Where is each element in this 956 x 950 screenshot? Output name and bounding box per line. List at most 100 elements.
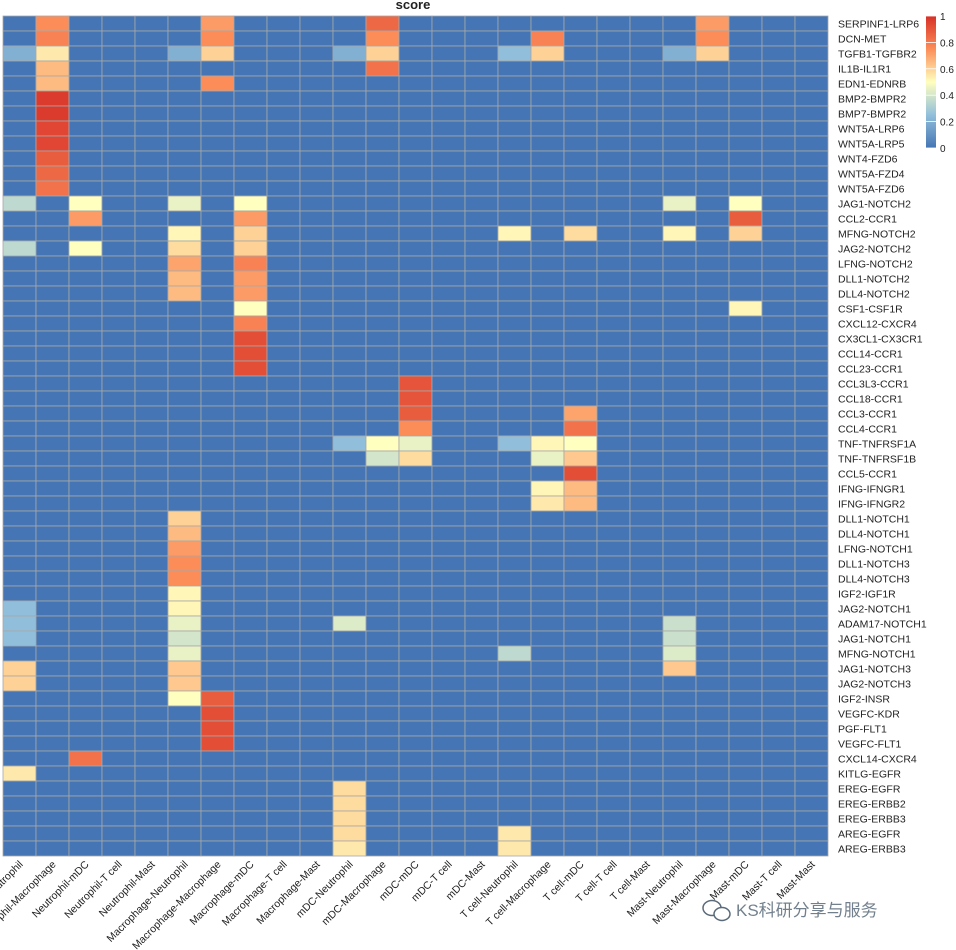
heatmap-cell [695, 450, 730, 467]
heatmap-cell [596, 810, 631, 827]
heatmap-cell [332, 90, 367, 107]
heatmap-cell [68, 360, 103, 377]
heatmap-cell [134, 375, 169, 392]
heatmap-cell [299, 450, 334, 467]
heatmap-cell [695, 330, 730, 347]
heatmap-cell [167, 15, 202, 32]
heatmap-cell [431, 510, 466, 527]
heatmap-cell [629, 165, 664, 182]
heatmap-cell [266, 375, 301, 392]
row-label: EDN1-EDNRB [838, 79, 906, 91]
row-label: EREG-ERBB2 [838, 799, 906, 811]
heatmap-cell [266, 450, 301, 467]
heatmap-cell [2, 210, 37, 227]
heatmap-cell [662, 450, 697, 467]
heatmap-cell [629, 615, 664, 632]
heatmap-cell [68, 300, 103, 317]
heatmap-cell [35, 600, 70, 617]
heatmap-cell [200, 645, 235, 662]
heatmap-cell [497, 780, 532, 797]
row-label: IL1B-IL1R1 [838, 64, 891, 76]
heatmap-cell [35, 765, 70, 782]
heatmap-cell [332, 555, 367, 572]
heatmap-cell [464, 150, 499, 167]
heatmap-cell [563, 105, 598, 122]
heatmap-cell [35, 825, 70, 842]
heatmap-cell [530, 120, 565, 137]
heatmap-cell [233, 270, 268, 287]
heatmap-cell [2, 825, 37, 842]
heatmap-cell [596, 375, 631, 392]
heatmap-cell [101, 735, 136, 752]
heatmap-cell [332, 30, 367, 47]
heatmap-cell [431, 195, 466, 212]
heatmap-cell [695, 555, 730, 572]
heatmap-cell [365, 375, 400, 392]
heatmap-cell [365, 675, 400, 692]
heatmap-cell [761, 555, 796, 572]
heatmap-cell [662, 480, 697, 497]
heatmap-cell [68, 810, 103, 827]
heatmap-cell [695, 225, 730, 242]
heatmap-cell [596, 105, 631, 122]
heatmap-cell [728, 480, 763, 497]
heatmap-cell [332, 480, 367, 497]
row-label: CCL14-CCR1 [838, 349, 903, 361]
heatmap-cell [464, 600, 499, 617]
heatmap-cell [68, 390, 103, 407]
heatmap-cell [332, 390, 367, 407]
heatmap-cell [728, 240, 763, 257]
heatmap-cell [728, 90, 763, 107]
heatmap-cell [266, 750, 301, 767]
heatmap-cell [2, 690, 37, 707]
heatmap-cell [629, 390, 664, 407]
heatmap-cell [398, 705, 433, 722]
heatmap-cell [398, 180, 433, 197]
heatmap-cell [695, 270, 730, 287]
heatmap-cell [662, 255, 697, 272]
heatmap-cell [497, 525, 532, 542]
heatmap-cell [365, 315, 400, 332]
heatmap-cell [794, 630, 829, 647]
column-label: Neutrophil-mDC [30, 858, 92, 920]
heatmap-cell [200, 45, 235, 62]
heatmap-cell [695, 630, 730, 647]
heatmap-cell [794, 210, 829, 227]
heatmap-cell [68, 705, 103, 722]
row-label: JAG1-NOTCH2 [838, 199, 911, 211]
heatmap-cell [563, 450, 598, 467]
heatmap-cell [431, 330, 466, 347]
heatmap-cell [761, 165, 796, 182]
heatmap-cell [233, 795, 268, 812]
heatmap-cell [497, 135, 532, 152]
heatmap-cell [761, 630, 796, 647]
heatmap-cell [365, 540, 400, 557]
heatmap-cell [596, 450, 631, 467]
heatmap-cell [530, 360, 565, 377]
heatmap-cell [134, 465, 169, 482]
heatmap-cell [431, 810, 466, 827]
heatmap-cell [761, 420, 796, 437]
heatmap-cell [530, 495, 565, 512]
heatmap-cell [35, 195, 70, 212]
heatmap-cell [530, 420, 565, 437]
heatmap-cell [365, 765, 400, 782]
heatmap-cell [233, 660, 268, 677]
heatmap-cell [200, 255, 235, 272]
heatmap-cell [167, 570, 202, 587]
heatmap-cell [728, 465, 763, 482]
heatmap-cell [728, 285, 763, 302]
row-label: CX3CL1-CX3CR1 [838, 334, 923, 346]
heatmap-cell [233, 195, 268, 212]
heatmap-cell [530, 825, 565, 842]
row-label: CCL18-CCR1 [838, 394, 903, 406]
heatmap-cell [398, 690, 433, 707]
heatmap-cell [167, 330, 202, 347]
heatmap-cell [101, 435, 136, 452]
heatmap-cell [233, 675, 268, 692]
heatmap-cell [464, 675, 499, 692]
heatmap-cell [200, 465, 235, 482]
heatmap-cell [134, 75, 169, 92]
heatmap-cell [332, 225, 367, 242]
heatmap-cell [233, 750, 268, 767]
